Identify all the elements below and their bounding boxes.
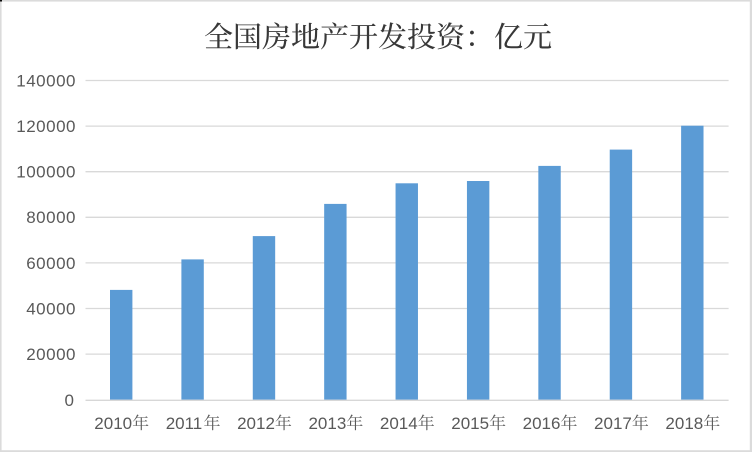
svg-text:2010: 2010 (94, 414, 132, 433)
svg-text:2012: 2012 (237, 414, 275, 433)
svg-text:40000: 40000 (26, 299, 76, 318)
svg-text:120000: 120000 (16, 117, 76, 136)
svg-text:2011: 2011 (166, 414, 203, 433)
svg-text:20000: 20000 (26, 345, 76, 364)
svg-text:80000: 80000 (26, 208, 76, 227)
svg-text:140000: 140000 (16, 71, 76, 90)
svg-text:60000: 60000 (26, 254, 76, 273)
svg-text:2016: 2016 (523, 414, 561, 433)
svg-text:2015: 2015 (451, 414, 489, 433)
svg-text:2017: 2017 (594, 414, 632, 433)
svg-text:2018: 2018 (665, 414, 703, 433)
svg-text:2014: 2014 (380, 414, 418, 433)
svg-text:2013: 2013 (308, 414, 346, 433)
svg-text:100000: 100000 (16, 163, 76, 182)
svg-text:0: 0 (65, 391, 75, 410)
